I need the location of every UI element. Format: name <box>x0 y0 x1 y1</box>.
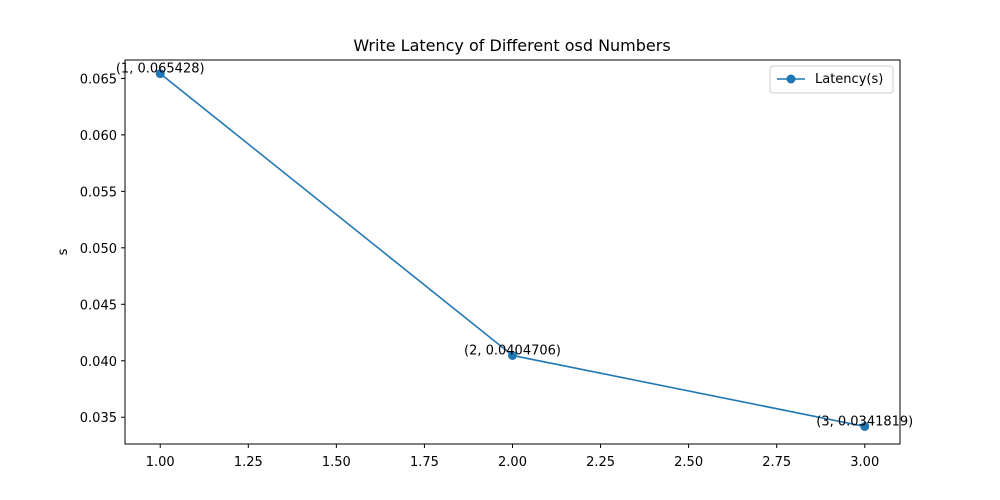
x-tick-label: 1.75 <box>410 455 439 470</box>
x-tick-label: 2.25 <box>586 455 615 470</box>
series-layer <box>155 69 870 431</box>
legend-frame <box>769 65 894 94</box>
y-axis-label: s <box>56 248 71 255</box>
data-point <box>155 69 165 79</box>
legend: Latency(s) <box>769 65 894 94</box>
data-label: (2, 0.0404706) <box>464 343 561 358</box>
y-tick-label: 0.055 <box>80 185 117 200</box>
y-tick-label: 0.060 <box>80 129 117 144</box>
axes-layer: 1.00 1.25 1.50 1.75 2.00 2.25 2.50 2.75 3.00 0.03… <box>80 72 879 470</box>
y-tick-label: 0.065 <box>80 72 117 87</box>
x-tick-label: 2.00 <box>498 455 527 470</box>
data-label: (3, 0.0341819) <box>816 414 913 429</box>
data-label: (1, 0.065428) <box>116 62 205 77</box>
data-point <box>508 350 517 360</box>
series-line <box>159 72 865 428</box>
chart-title: Write Latency of Different osd Numbers <box>353 36 670 55</box>
data-point <box>860 421 870 431</box>
x-tick-label: 1.00 <box>146 455 175 470</box>
x-tick-label: 1.25 <box>234 455 263 470</box>
data-labels-layer: (1, 0.065428) (2, 0.0404706) (3, 0.0341819… <box>116 62 913 430</box>
legend-label: Latency(s) <box>815 72 883 87</box>
y-tick-label: 0.045 <box>80 298 117 313</box>
y-tick-label: 0.050 <box>80 242 117 257</box>
x-tick-label: 2.75 <box>762 455 791 470</box>
legend-marker-swatch <box>786 74 796 84</box>
y-tick-label: 0.035 <box>80 411 117 426</box>
plot-area-frame <box>124 59 901 445</box>
x-tick-label: 1.50 <box>322 455 351 470</box>
x-tick-label: 2.50 <box>674 455 703 470</box>
x-tick-label: 3.00 <box>850 455 879 470</box>
y-tick-label: 0.040 <box>80 355 117 370</box>
